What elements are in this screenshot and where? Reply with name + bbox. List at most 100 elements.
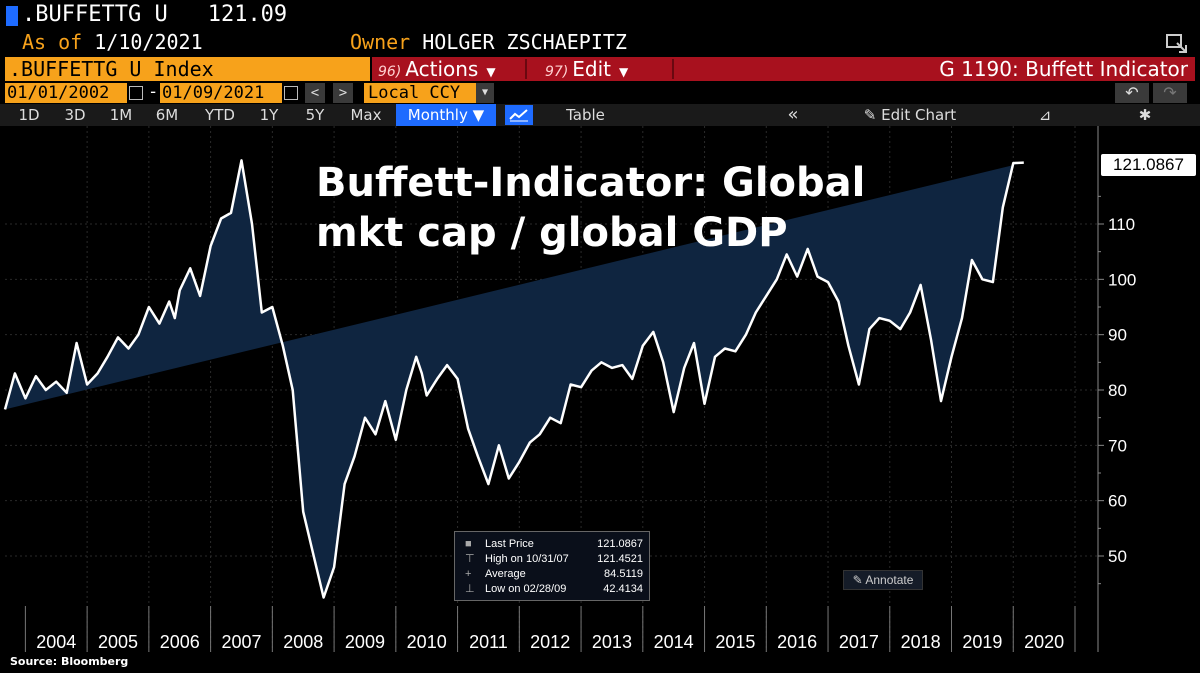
frequency-select[interactable]: Monthly ▼ (396, 104, 496, 126)
legend-high-label: High on 10/31/07 (485, 553, 569, 565)
caret-down-icon: ▼ (486, 65, 496, 79)
x-tick-label: 2018 (901, 632, 941, 652)
annotation-tool-icon[interactable]: ⊿ (1038, 106, 1052, 124)
undo-icon[interactable]: ↶ (1115, 83, 1149, 103)
x-tick-label: 2019 (962, 632, 1002, 652)
tab-5y[interactable]: 5Y (305, 106, 325, 124)
legend-high-value: 121.4521 (597, 553, 643, 565)
dropdown-arrow-icon: ▼ (472, 106, 485, 124)
low-marker-icon: ⊥ (465, 583, 475, 595)
legend-average-value: 84.5119 (604, 568, 643, 580)
chart-headline: Buffett-Indicator: Global mkt cap / glob… (316, 160, 866, 256)
as-of-label: As of (22, 30, 83, 54)
y-tick-label: 110 (1108, 215, 1135, 234)
line-chart-icon[interactable] (505, 105, 533, 125)
x-tick-label: 2017 (839, 632, 879, 652)
legend-average-label: Average (485, 568, 526, 580)
x-tick-label: 2007 (221, 632, 261, 652)
start-date-input[interactable]: 01/01/2002 (5, 83, 127, 103)
edit-label: Edit (572, 57, 612, 81)
redo-icon[interactable]: ↷ (1153, 83, 1187, 103)
x-tick-label: 2016 (777, 632, 817, 652)
legend-row-high: ⊤ High on 10/31/07 121.4521 (461, 552, 645, 566)
source-note: Source: Bloomberg (10, 655, 129, 668)
high-marker-icon: ⊤ (465, 553, 475, 565)
actions-number: 96) (378, 64, 402, 80)
calendar-icon[interactable] (284, 86, 298, 100)
annotate-button[interactable]: ✎ Annotate (843, 570, 923, 590)
y-tick-label: 50 (1108, 547, 1127, 566)
legend-last-value: 121.0867 (597, 538, 643, 550)
x-tick-label: 2006 (160, 632, 200, 652)
x-tick-label: 2011 (469, 632, 508, 652)
currency-value: Local CCY (368, 83, 461, 103)
tab-6m[interactable]: 6M (155, 106, 179, 124)
tab-ytd[interactable]: YTD (205, 106, 235, 124)
ticker-price: 121.09 (207, 2, 288, 27)
next-arrow-icon[interactable]: > (333, 83, 353, 103)
menu-divider (525, 59, 527, 79)
actions-button[interactable]: 96) Actions ▼ (378, 57, 496, 81)
settings-gear-icon[interactable]: ✱ (1138, 106, 1152, 124)
legend-row-last: ■ Last Price 121.0867 (461, 537, 645, 551)
annotate-label: Annotate (865, 573, 914, 587)
calendar-icon[interactable] (129, 86, 143, 100)
legend-low-label: Low on 02/28/09 (485, 583, 567, 595)
period-tab-bar (0, 104, 1200, 126)
edit-chart-label: Edit Chart (881, 106, 957, 124)
currency-select[interactable]: Local CCY ▼ (364, 83, 494, 103)
legend-row-low: ⊥ Low on 02/28/09 42.4134 (461, 582, 645, 596)
as-of-value: 1/10/2021 (94, 30, 203, 54)
tab-1y[interactable]: 1Y (259, 106, 279, 124)
graph-title: G 1190: Buffett Indicator (939, 57, 1188, 81)
ticker-line: .BUFFETTG U 121.09 (22, 2, 287, 27)
x-tick-label: 2020 (1024, 632, 1064, 652)
edit-number: 97) (545, 64, 569, 80)
x-tick-label: 2008 (283, 632, 323, 652)
expand-icon[interactable] (1165, 33, 1189, 55)
frequency-value: Monthly (407, 106, 468, 124)
menu-bar (372, 57, 1195, 81)
security-field[interactable]: .BUFFETTG U Index (5, 57, 370, 81)
menu-divider (672, 59, 674, 79)
edit-button[interactable]: 97) Edit ▼ (545, 57, 628, 81)
x-tick-label: 2005 (98, 632, 138, 652)
caret-down-icon: ▼ (619, 65, 629, 79)
prev-arrow-icon[interactable]: < (305, 83, 325, 103)
tab-1d[interactable]: 1D (18, 106, 40, 124)
date-dash: - (148, 82, 159, 102)
legend-box[interactable]: ■ Last Price 121.0867 ⊤ High on 10/31/07… (454, 531, 650, 601)
tab-3d[interactable]: 3D (64, 106, 86, 124)
pencil-icon: ✎ (852, 573, 863, 587)
legend-row-average: + Average 84.5119 (461, 567, 645, 581)
x-tick-label: 2004 (36, 632, 76, 652)
y-tick-label: 70 (1108, 436, 1127, 455)
legend-square-icon: ■ (465, 538, 472, 550)
x-tick-label: 2012 (530, 632, 570, 652)
y-tick-label: 60 (1108, 492, 1127, 511)
end-date-input[interactable]: 01/09/2021 (160, 83, 282, 103)
x-tick-label: 2015 (715, 632, 755, 652)
edit-chart-button[interactable]: ✎ Edit Chart (845, 104, 975, 126)
tab-max[interactable]: Max (350, 106, 382, 124)
x-axis: 2004 2005 2006 2007 2008 2009 2010 2011 2012 2013… (24, 606, 1076, 652)
x-tick-label: 2009 (345, 632, 385, 652)
y-tick-label: 80 (1108, 381, 1127, 400)
as-of: As of 1/10/2021 (22, 30, 203, 54)
dropdown-arrow-icon: ▼ (476, 83, 494, 103)
collapse-icon[interactable]: « (787, 104, 799, 125)
owner-label: Owner (350, 30, 411, 54)
x-tick-label: 2013 (592, 632, 632, 652)
ticker-marker (6, 6, 18, 26)
legend-low-value: 42.4134 (603, 583, 643, 595)
legend-last-label: Last Price (485, 538, 534, 550)
last-price-tag: 121.0867 (1101, 154, 1196, 176)
owner-value: HOLGER ZSCHAEPITZ (422, 30, 627, 54)
price-line (3, 159, 1024, 599)
owner: Owner HOLGER ZSCHAEPITZ (350, 30, 627, 54)
y-axis: 50 60 70 80 90 100 110 (1097, 126, 1136, 652)
y-tick-label: 100 (1108, 270, 1136, 289)
table-button[interactable]: Table (566, 106, 605, 124)
tab-1m[interactable]: 1M (109, 106, 133, 124)
